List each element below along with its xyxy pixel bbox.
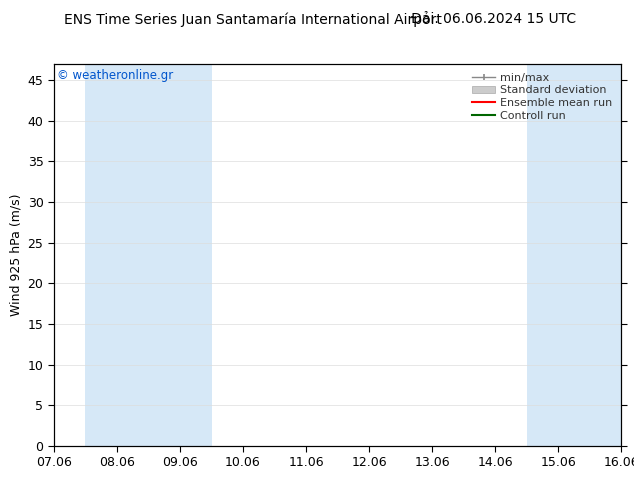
Bar <box>590 64 634 446</box>
Text: Đải. 06.06.2024 15 UTC: Đải. 06.06.2024 15 UTC <box>411 12 576 26</box>
Bar <box>86 64 148 446</box>
Y-axis label: Wind 925 hPa (m/s): Wind 925 hPa (m/s) <box>9 194 22 316</box>
Bar <box>148 64 212 446</box>
Text: © weatheronline.gr: © weatheronline.gr <box>56 70 173 82</box>
Bar <box>527 64 590 446</box>
Legend: min/max, Standard deviation, Ensemble mean run, Controll run: min/max, Standard deviation, Ensemble me… <box>469 69 616 124</box>
Text: ENS Time Series Juan Santamaría International Airport: ENS Time Series Juan Santamaría Internat… <box>63 12 441 27</box>
